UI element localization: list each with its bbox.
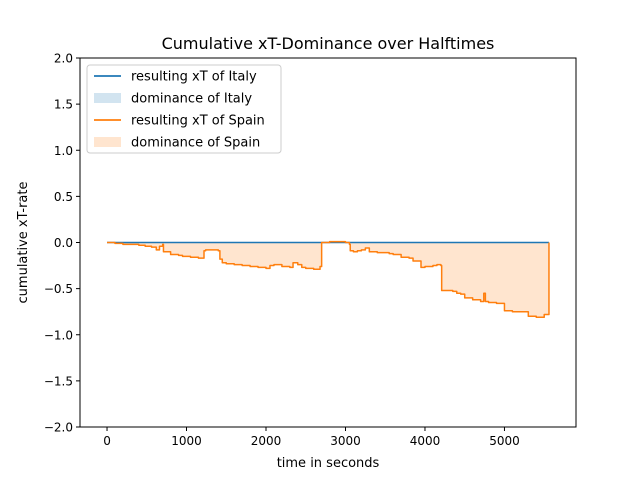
x-tick-label: 4000 bbox=[410, 434, 441, 448]
x-axis-ticks: 0 1000 2000 3000 4000 5000 bbox=[103, 427, 520, 448]
y-tick-label: 0.5 bbox=[54, 190, 73, 204]
y-tick-label: −2.0 bbox=[44, 421, 73, 435]
legend-label: resulting xT of Spain bbox=[131, 114, 265, 129]
y-tick-label: −1.0 bbox=[44, 328, 73, 342]
x-tick-label: 2000 bbox=[251, 434, 282, 448]
x-axis-label: time in seconds bbox=[277, 456, 380, 471]
legend-box bbox=[86, 64, 282, 154]
y-tick-label: 0.0 bbox=[54, 236, 73, 250]
x-tick-label: 0 bbox=[103, 434, 111, 448]
y-tick-label: −1.5 bbox=[44, 374, 73, 388]
legend: resulting xT of Italy dominance of Italy r… bbox=[86, 64, 282, 154]
x-tick-label: 1000 bbox=[171, 434, 202, 448]
legend-label: dominance of Spain bbox=[131, 136, 260, 151]
legend-patch-swatch bbox=[94, 93, 121, 103]
legend-label: dominance of Italy bbox=[131, 92, 252, 107]
legend-label: resulting xT of Italy bbox=[131, 70, 257, 85]
legend-patch-swatch bbox=[94, 137, 121, 147]
chart-title: Cumulative xT-Dominance over Halftimes bbox=[162, 34, 495, 53]
y-tick-label: 1.0 bbox=[54, 144, 73, 158]
y-axis-label: cumulative xT-rate bbox=[16, 182, 31, 304]
dominance-area-spain bbox=[107, 241, 549, 318]
dominance-fills bbox=[107, 241, 549, 318]
series-lines bbox=[107, 240, 550, 318]
y-tick-label: 2.0 bbox=[54, 52, 73, 66]
y-tick-label: −0.5 bbox=[44, 282, 73, 296]
x-tick-label: 3000 bbox=[330, 434, 361, 448]
x-tick-label: 5000 bbox=[489, 434, 520, 448]
y-tick-label: 1.5 bbox=[54, 98, 73, 112]
y-axis-ticks: −2.0 −1.5 −1.0 −0.5 0.0 0.5 1.0 1.5 2.0 bbox=[44, 52, 80, 435]
series-line-spain bbox=[107, 240, 550, 318]
